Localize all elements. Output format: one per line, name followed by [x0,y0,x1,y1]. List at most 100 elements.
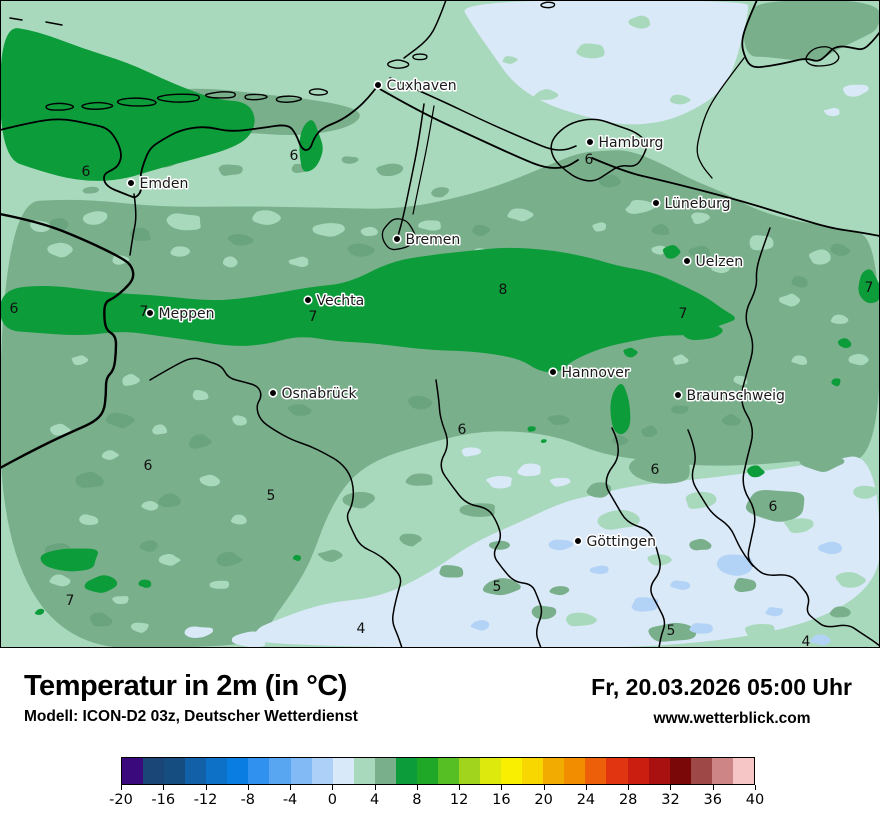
legend-tick-label: -16 [151,792,176,808]
mottle-patch [716,554,753,576]
border-weserbergland [435,379,543,648]
mottle-patch [829,606,851,618]
island-outline [116,97,157,107]
mottle-patch [651,224,670,235]
temperature-value-label: 5 [267,488,276,504]
sage-northeast-region [743,0,880,61]
mottle-patch [71,355,89,366]
legend-tick [205,785,207,790]
legend-segment [164,758,186,784]
legend-tick-label: -20 [109,792,133,808]
mottle-patch [631,597,659,612]
mottle-patch [112,254,130,265]
sage-main-region [0,150,880,648]
mottle-patch [791,276,808,288]
mottle-patch [830,243,851,256]
mottle-patch [463,634,496,646]
mottle-patch [461,447,482,457]
border-nrw [149,357,403,648]
page-title: Temperatur in 2m (in °C) [24,670,347,702]
warm-patch [540,439,547,443]
mottle-patch [799,451,845,473]
mottle-patch [39,633,63,646]
mottle-patch [231,631,266,648]
island-outline [412,53,428,61]
coastline-north-sea [0,87,377,199]
mottle-patch [130,622,149,633]
city-dot [651,198,661,208]
city-dot [268,388,278,398]
mottle-patch [628,15,651,29]
temperature-value-label: 6 [82,164,91,180]
bay-outline [805,46,840,67]
river-ems [129,193,137,256]
mottle-patch [565,612,597,627]
mottle-patch [598,174,622,188]
mottle-patch [129,227,151,241]
warm-patch [747,465,765,478]
island-outline [81,101,114,110]
legend-segment [437,758,459,784]
legend-tick-label: -8 [240,792,256,808]
temperature-legend: -20 -16 -12 -8 -4 0 4 8 12 16 20 24 28 32 36 40 [109,757,764,817]
warm-patch [527,426,536,432]
mottle-patch [671,405,689,414]
mottle-patch [586,482,612,498]
island-outline [308,88,329,96]
legend-tick-label: -12 [193,792,218,808]
warm-patch [84,575,118,593]
legend-segment [416,758,438,784]
legend-tick-label: 24 [576,792,596,808]
mottle-patch [264,526,296,539]
warm-patch [40,548,98,572]
legend-segment [227,758,249,784]
warm-patch [837,338,852,349]
mottle-patch [141,501,159,511]
temperature-value-label: 7 [140,304,149,320]
legend-segment [522,758,544,784]
mottle-patch [597,509,640,530]
mottle-patch [576,43,605,59]
legend-tick [501,785,503,790]
legend-colorbar [121,757,755,785]
temperature-value-label: 5 [493,579,502,595]
temperature-value-label: 7 [865,280,874,296]
island-outline [244,93,268,101]
mottle-patch [628,455,690,484]
mottle-patch [711,264,730,274]
mottle-patch [502,56,518,64]
legend-tick-label: 28 [618,792,638,808]
legend-tick-label: 20 [534,792,553,808]
city-label: Braunschweig [687,388,785,404]
legend-tick-label: 36 [703,792,722,808]
legend-tick [459,785,461,790]
city-label: Emden [140,176,189,192]
mottle-patch [360,226,378,237]
warm-patch [34,608,45,615]
legend-segment [501,758,523,784]
border-cuxhaven [403,0,447,59]
legend-tick-label: 16 [492,792,511,808]
legend-tick-label: 12 [449,792,469,808]
mottle-patch [209,580,230,589]
legend-segment [606,758,628,784]
mottle-patch [589,565,609,574]
legend-segment [269,758,291,784]
mottle-patch [344,605,378,620]
mottle-patch [405,609,435,624]
legend-segment [185,758,207,784]
legend-tick-label: -4 [282,792,298,808]
mottle-patch [721,413,741,426]
border-harz-west [687,429,754,567]
city-label: Hamburg [599,135,664,151]
legend-tick [416,785,418,790]
legend-segment [311,758,333,784]
legend-tick [585,785,587,790]
mottle-patch [835,572,866,588]
mottle-patch [534,89,559,101]
mottle-patch [152,424,168,435]
mottle-patch [90,612,113,627]
islet-mark [45,21,63,26]
mottle-patch [689,538,712,551]
